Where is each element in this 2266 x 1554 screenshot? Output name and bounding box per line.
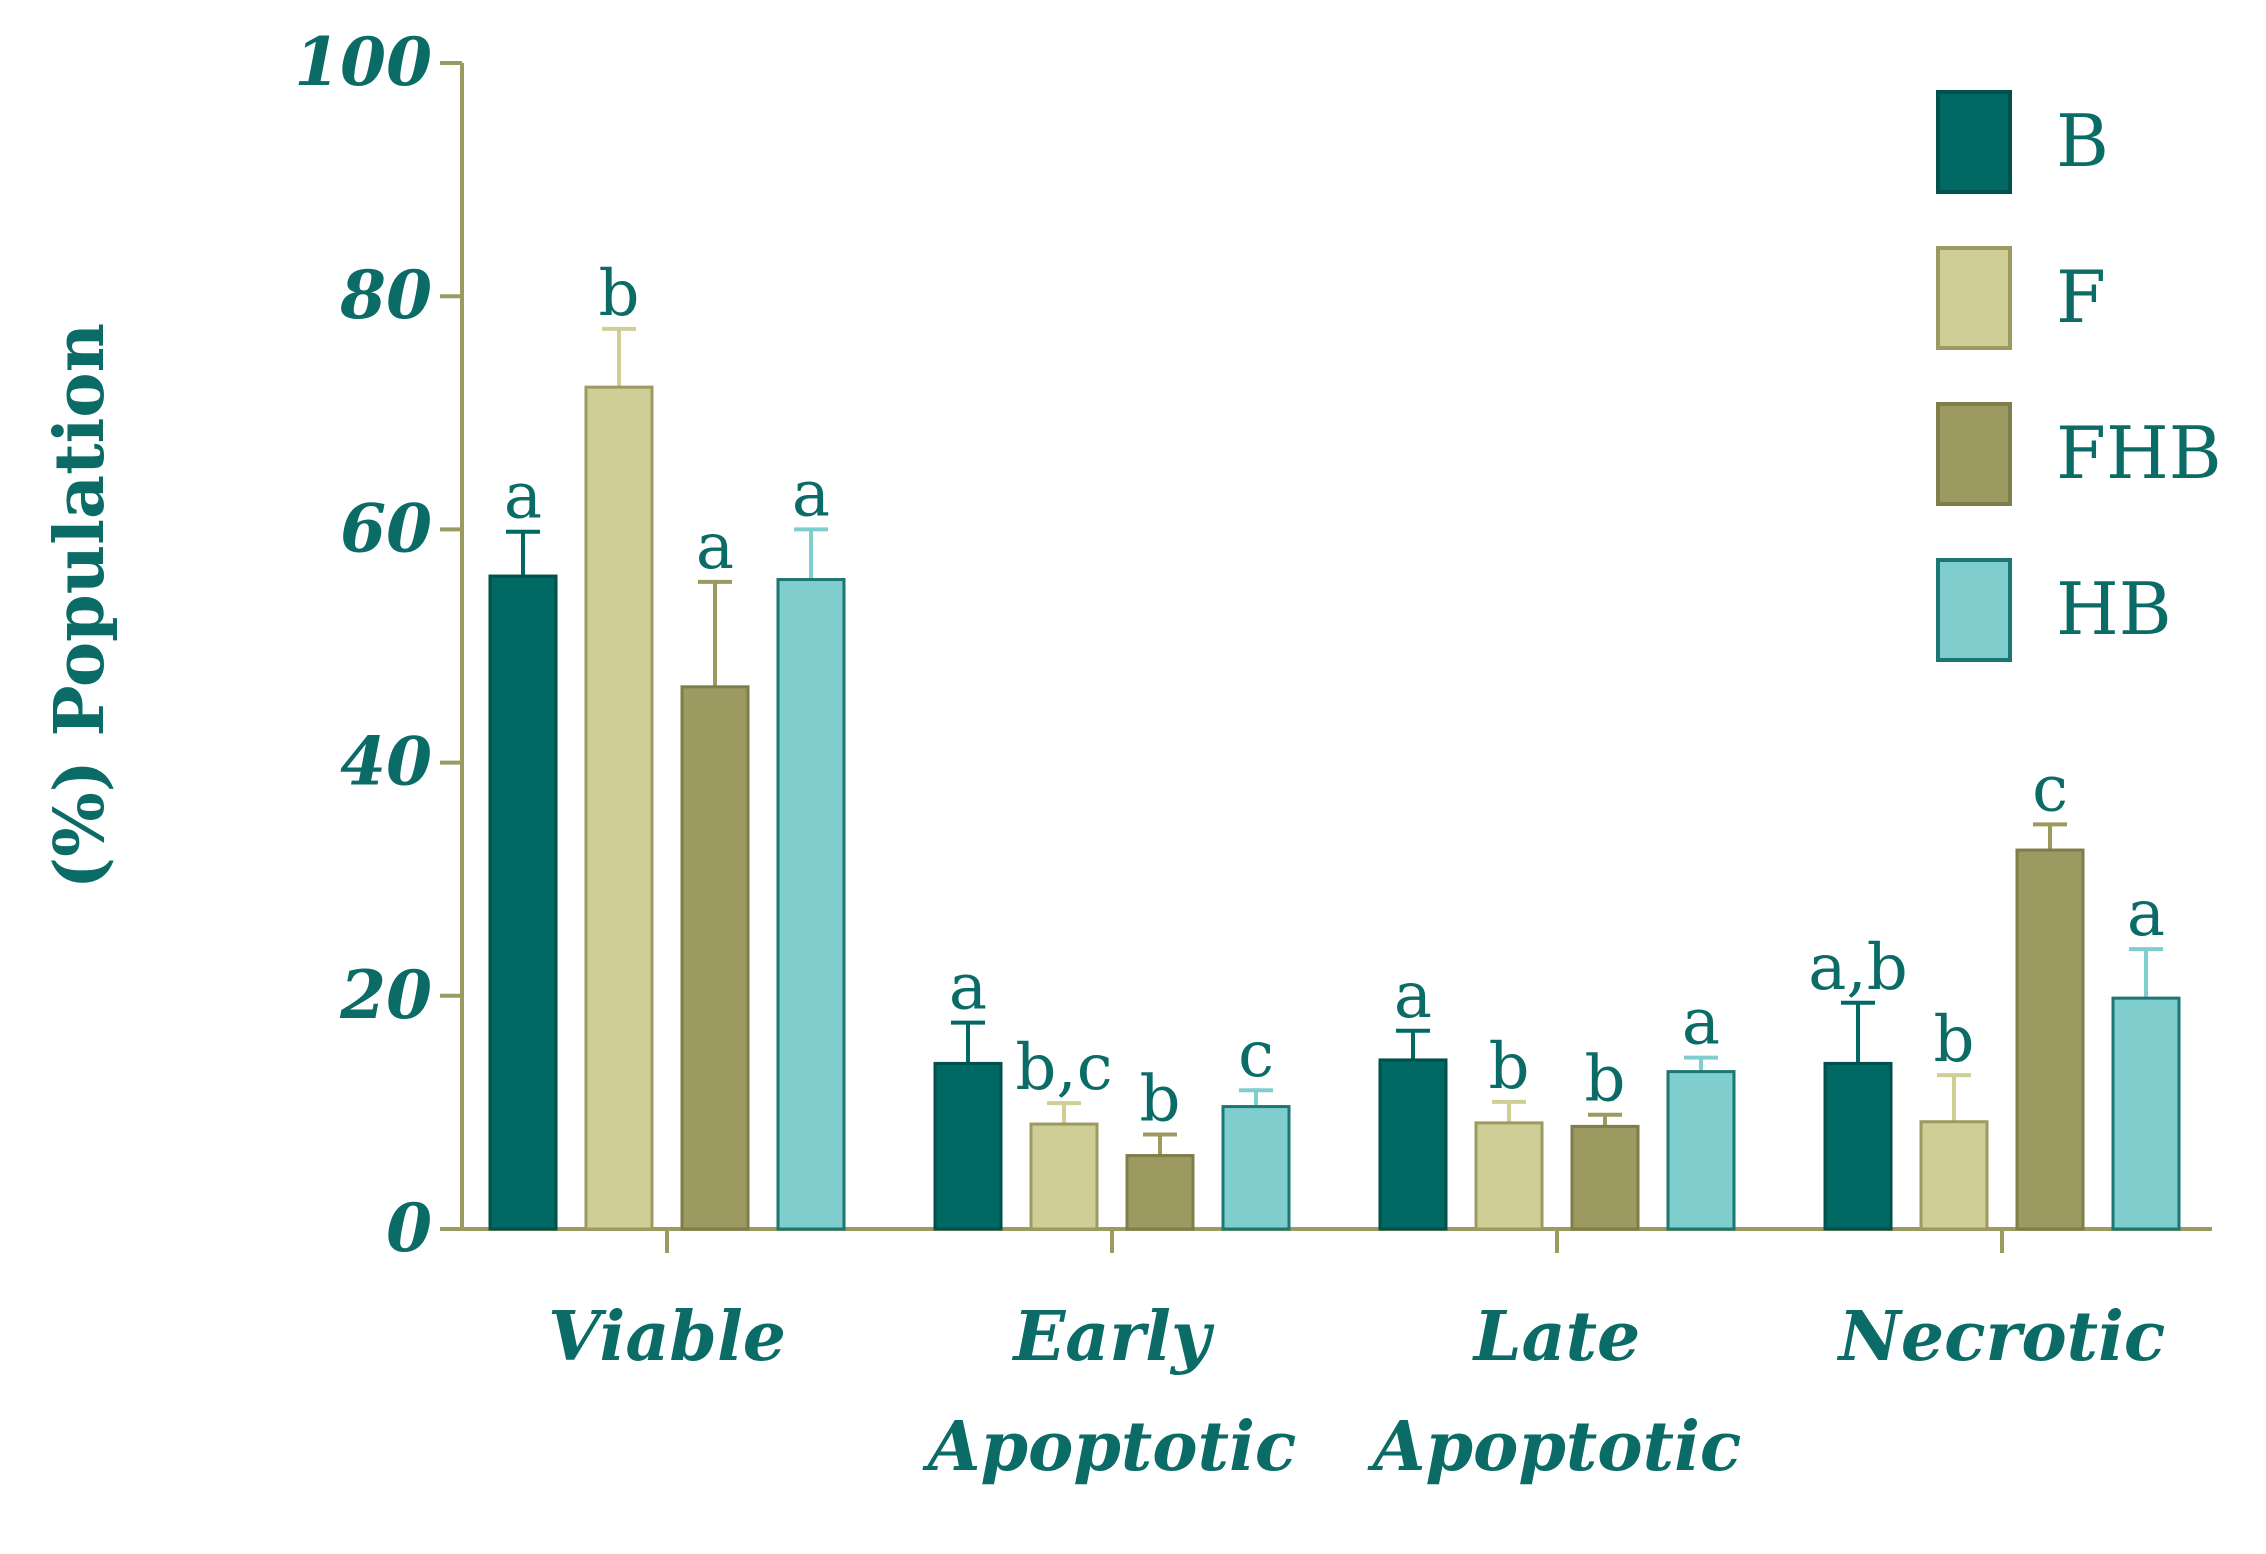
- y-tick-label: 40: [340, 723, 432, 801]
- x-category-label: Late: [1472, 1297, 1641, 1377]
- x-category-label: Early: [1011, 1297, 1215, 1377]
- axes: 0 20 40 60 80 100 (%) Population Viable Early Apo…: [40, 23, 2212, 1487]
- significance-label: b: [1140, 1063, 1181, 1137]
- significance-label: b: [1489, 1030, 1530, 1104]
- legend-label-fhb: FHB: [2056, 411, 2222, 495]
- y-tick-label: 100: [294, 23, 432, 101]
- y-tick-label: 60: [340, 489, 432, 567]
- y-tick-label: 20: [339, 956, 432, 1034]
- significance-label: a: [696, 510, 734, 584]
- bar-f-0: [584, 385, 654, 1231]
- legend-swatch-hb: [1936, 558, 2012, 662]
- significance-label: a: [1394, 959, 1432, 1033]
- legend-label-b: B: [2056, 99, 2109, 183]
- legend-swatch-f: [1936, 246, 2012, 350]
- significance-label: b: [1934, 1003, 1975, 1077]
- bar-f-3: [1919, 1120, 1989, 1231]
- bar-hb-1: [1221, 1105, 1291, 1231]
- significance-label: b,c: [1015, 1031, 1112, 1105]
- significance-label: b: [1585, 1043, 1626, 1117]
- legend-label-hb: HB: [2056, 567, 2172, 651]
- bar-fhb-2: [1570, 1124, 1640, 1231]
- bar-f-1: [1029, 1122, 1099, 1231]
- bar-b-1: [933, 1061, 1003, 1231]
- x-category-label: Necrotic: [1837, 1297, 2166, 1377]
- significance-label: a: [792, 457, 830, 531]
- legend-swatch-b: [1936, 90, 2012, 194]
- bars: [488, 326, 2181, 1231]
- bar-hb-2: [1666, 1070, 1736, 1231]
- y-tick-label: 80: [339, 256, 432, 334]
- bar-fhb-0: [680, 685, 750, 1231]
- x-category-label: Viable: [548, 1297, 786, 1377]
- significance-label: b: [599, 257, 640, 331]
- significance-label: a: [2127, 877, 2165, 951]
- bar-b-2: [1378, 1058, 1448, 1231]
- bar-hb-0: [776, 578, 846, 1231]
- y-axis-title: (%) Population: [40, 323, 120, 889]
- bar-f-2: [1474, 1121, 1544, 1231]
- bar-hb-3: [2111, 996, 2181, 1231]
- legend-swatch-fhb: [1936, 402, 2012, 506]
- bar-b-0: [488, 574, 558, 1231]
- legend: BF FHB HB: [1936, 90, 2222, 662]
- legend-label-f: F: [2056, 255, 2106, 339]
- x-category-label: Apoptotic: [1367, 1407, 1742, 1487]
- significance-label: a: [949, 951, 987, 1025]
- bar-b-3: [1823, 1061, 1893, 1231]
- significance-label: a,b: [1808, 931, 1907, 1005]
- x-category-label: Apoptotic: [922, 1407, 1297, 1487]
- bar-fhb-3: [2015, 848, 2085, 1231]
- bar-fhb-1: [1125, 1154, 1195, 1231]
- significance-label: a: [1682, 986, 1720, 1060]
- significance-label: a: [504, 460, 542, 534]
- significance-label: c: [1238, 1018, 1274, 1092]
- significance-label: c: [2032, 752, 2068, 826]
- y-tick-label: 0: [386, 1189, 432, 1267]
